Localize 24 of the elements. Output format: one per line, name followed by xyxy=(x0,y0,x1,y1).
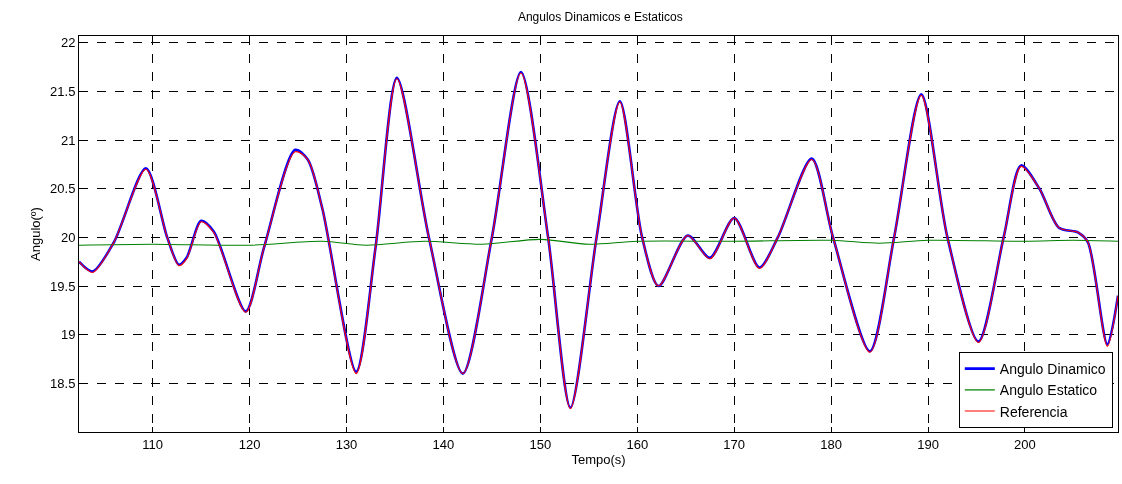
legend-label: Angulo Dinamico xyxy=(999,361,1106,378)
legend-label: Referencia xyxy=(999,403,1068,420)
x-tick-label: 110 xyxy=(142,436,164,452)
x-tick-label: 130 xyxy=(335,436,358,452)
x-axis-title: Tempo(s) xyxy=(571,452,626,468)
y-tick-label: 21.5 xyxy=(50,84,76,100)
y-tick-label: 20 xyxy=(60,229,76,245)
y-tick-label: 19.5 xyxy=(50,278,76,294)
x-tick-label: 200 xyxy=(1014,436,1036,452)
x-tick-label: 140 xyxy=(432,436,455,452)
y-tick-label: 21 xyxy=(60,132,76,148)
chart-title: Angulos Dinamicos e Estaticos xyxy=(517,9,683,24)
y-axis-title: Angulo(º) xyxy=(28,207,44,261)
x-tick-label: 150 xyxy=(529,436,552,452)
y-tick-label: 22 xyxy=(60,35,76,51)
x-tick-label: 180 xyxy=(820,436,842,452)
x-tick-label: 120 xyxy=(238,436,261,452)
y-tick-label: 19 xyxy=(60,327,76,343)
x-tick-label: 160 xyxy=(626,436,649,452)
legend-label: Angulo Estatico xyxy=(999,382,1098,399)
y-tick-label: 20.5 xyxy=(50,181,76,197)
y-tick-label: 18.5 xyxy=(50,375,76,391)
x-tick-label: 190 xyxy=(917,436,939,452)
x-tick-label: 170 xyxy=(723,436,746,452)
